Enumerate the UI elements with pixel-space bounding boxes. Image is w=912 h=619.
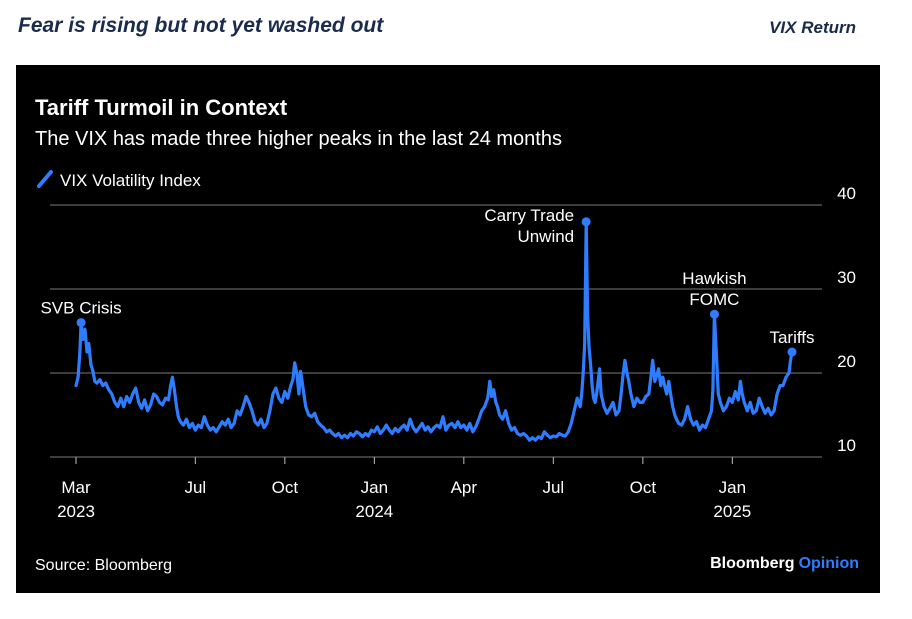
annotation-label: Unwind bbox=[517, 227, 574, 246]
x-tick-label: Oct bbox=[272, 478, 299, 497]
x-tick-label: Oct bbox=[630, 478, 657, 497]
y-tick-label: 40 bbox=[837, 184, 856, 203]
x-tick-label: Jan bbox=[719, 478, 746, 497]
series-line-vix bbox=[74, 220, 794, 442]
chart-subtitle: The VIX has made three higher peaks in t… bbox=[35, 128, 562, 150]
chart-card: Tariff Turmoil in Context The VIX has ma… bbox=[16, 65, 880, 593]
annotation-label: FOMC bbox=[689, 290, 739, 309]
x-tick-label: Apr bbox=[451, 478, 478, 497]
x-tick-year-label: 2025 bbox=[713, 502, 751, 521]
grid: 10 20 30 40 bbox=[50, 184, 856, 458]
legend-line-swatch bbox=[37, 170, 53, 188]
headline: Fear is rising but not yet washed out bbox=[18, 14, 384, 37]
section-label: VIX Return bbox=[769, 18, 856, 37]
brand-secondary: Opinion bbox=[799, 555, 859, 572]
chart-title: Tariff Turmoil in Context bbox=[35, 95, 288, 120]
page-header: Fear is rising but not yet washed out VI… bbox=[18, 14, 856, 44]
x-tick-label: Jul bbox=[184, 478, 206, 497]
annotation-marker bbox=[581, 217, 591, 227]
annotation-marker bbox=[76, 318, 86, 328]
series bbox=[74, 220, 794, 442]
chart-svg: Tariff Turmoil in Context The VIX has ma… bbox=[35, 95, 859, 574]
annotation-marker bbox=[709, 309, 719, 319]
annotation-label: SVB Crisis bbox=[40, 299, 121, 318]
x-tick-year-label: 2024 bbox=[355, 502, 393, 521]
annotation-label: Hawkish bbox=[682, 269, 746, 288]
annotations: SVB Crisis Carry Trade Unwind Hawkish FOMC Ta… bbox=[40, 206, 815, 357]
x-tick-year-label: 2023 bbox=[57, 502, 95, 521]
x-tick-label: Jul bbox=[542, 478, 564, 497]
x-tick-label: Jan bbox=[361, 478, 388, 497]
brand-logo: Bloomberg Opinion bbox=[710, 555, 859, 572]
annotation-marker bbox=[787, 347, 797, 357]
y-tick-label: 20 bbox=[837, 352, 856, 371]
y-tick-label: 10 bbox=[837, 436, 856, 455]
brand-primary: Bloomberg bbox=[710, 555, 794, 572]
y-tick-label: 30 bbox=[837, 268, 856, 287]
legend-label: VIX Volatility Index bbox=[60, 171, 201, 190]
x-axis: Mar 2023 Jul Oct Jan 2024 Apr Jul Oct Jan 2025 bbox=[57, 457, 751, 521]
annotation-label: Carry Trade bbox=[484, 206, 574, 225]
x-tick-label: Mar bbox=[61, 478, 91, 497]
legend: VIX Volatility Index bbox=[37, 170, 201, 190]
source-note: Source: Bloomberg bbox=[35, 557, 172, 574]
annotation-label: Tariffs bbox=[769, 328, 814, 347]
